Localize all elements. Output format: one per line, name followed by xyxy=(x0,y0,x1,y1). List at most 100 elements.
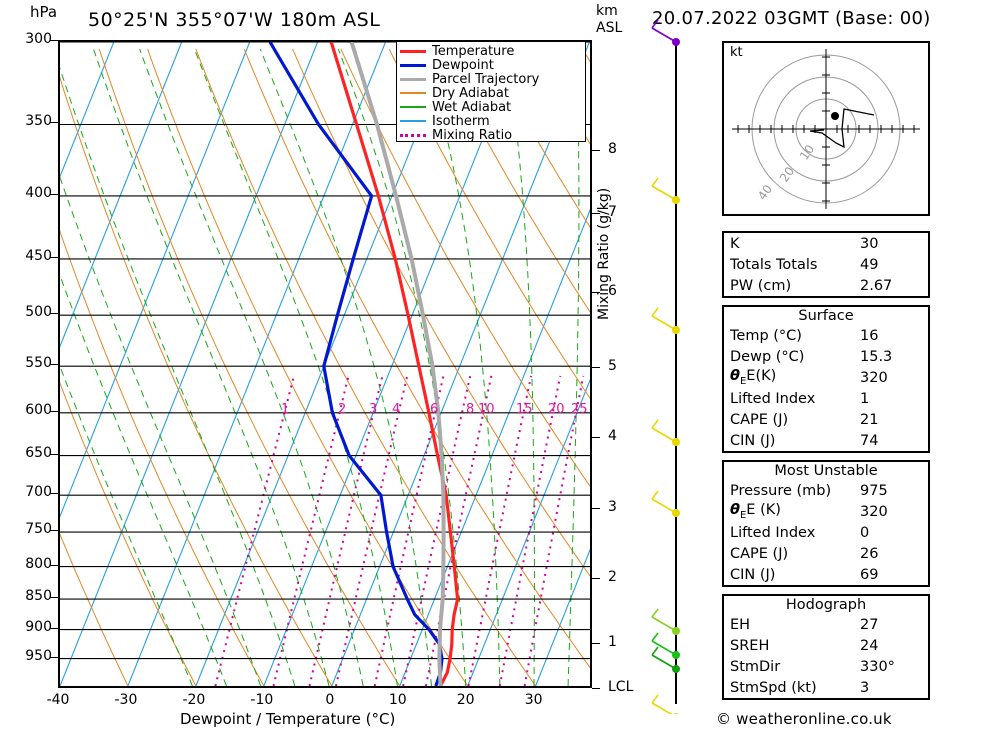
altitude-tick xyxy=(592,213,600,214)
pressure-axis-unit: hPa xyxy=(30,3,58,21)
legend-item: Dewpoint xyxy=(400,58,582,72)
pressure-tick xyxy=(50,656,58,658)
table-row-value: 0 xyxy=(860,524,870,541)
mixing-ratio-label: 10 xyxy=(478,402,495,417)
pressure-tick xyxy=(50,313,58,315)
pressure-tick-label: 750 xyxy=(25,521,52,538)
wind-barb-column xyxy=(651,19,680,714)
pressure-tick-label: 700 xyxy=(25,484,52,501)
pressure-tick xyxy=(50,256,58,258)
legend-label: Mixing Ratio xyxy=(432,127,513,143)
table-row: Lifted Index 0 xyxy=(724,522,928,543)
table-row: K 30 xyxy=(724,233,928,254)
mixing-ratio-label: 3 xyxy=(369,402,378,417)
table-row: StmDir 330° xyxy=(724,656,928,677)
temperature-tick-label: -10 xyxy=(250,692,274,708)
wind-barb xyxy=(651,646,680,673)
mixing-ratio-label: 2 xyxy=(338,402,347,417)
table-row: CIN (J) 69 xyxy=(724,564,928,585)
isobar-lines xyxy=(60,42,590,660)
dry-adiabat-lines xyxy=(60,48,590,686)
pressure-tick-label: 300 xyxy=(25,31,52,47)
legend-item: Isotherm xyxy=(400,114,582,128)
legend-item: Parcel Trajectory xyxy=(400,72,582,86)
table-row-value: 27 xyxy=(860,616,879,633)
mixing-ratio-lines xyxy=(214,375,585,686)
table-row-key: CAPE (J) xyxy=(730,411,789,428)
table-row-value: 30 xyxy=(860,235,879,252)
table-row-value: 74 xyxy=(860,432,879,449)
wind-barb xyxy=(651,608,680,635)
table-row-value: 320 xyxy=(860,503,888,520)
legend-label: Parcel Trajectory xyxy=(432,71,540,87)
table-row-key: StmDir xyxy=(730,658,781,675)
wind-barb xyxy=(651,490,680,517)
pressure-tick-label: 850 xyxy=(25,588,52,605)
pressure-tick xyxy=(50,193,58,195)
altitude-tick-label: 8 xyxy=(608,141,617,157)
skewt-svg xyxy=(60,42,590,686)
legend-swatch xyxy=(400,120,426,122)
hodograph-unit-label: kt xyxy=(730,45,743,60)
table-row: Pressure (mb) 975 xyxy=(724,480,928,501)
pressure-tick xyxy=(50,40,58,41)
table-row-value: 15.3 xyxy=(860,348,893,365)
table-row-key: EH xyxy=(730,616,751,633)
pressure-tick xyxy=(50,364,58,366)
table-row-key: StmSpd (kt) xyxy=(730,679,817,696)
legend-label: Isotherm xyxy=(432,113,490,129)
legend-swatch xyxy=(400,63,426,67)
legend-label: Temperature xyxy=(432,43,515,59)
table-row: Totals Totals 49 xyxy=(724,254,928,275)
altitude-tick-label: 7 xyxy=(608,204,617,220)
most-unstable-table: Most Unstable Pressure (mb) 975 θEE (K) 320 L… xyxy=(722,460,930,587)
altitude-tick-label: 5 xyxy=(608,358,617,374)
table-row-key: CAPE (J) xyxy=(730,545,789,562)
table-row-value: 26 xyxy=(860,545,879,562)
legend-item: Temperature xyxy=(400,44,582,58)
page-title: 50°25'N 355°07'W 180m ASL xyxy=(88,9,381,31)
legend-swatch xyxy=(400,49,426,53)
legend-swatch xyxy=(400,133,426,137)
pressure-tick xyxy=(50,530,58,532)
wind-barb xyxy=(651,177,680,204)
pressure-tick-label: 600 xyxy=(25,401,52,418)
table-heading: Surface xyxy=(798,308,854,324)
altitude-tick-label: 4 xyxy=(608,428,617,444)
hodograph-stats-table: Hodograph EH 27 SREH 24 StmDir 330° StmSpd (kt)… xyxy=(722,594,930,700)
pressure-tick xyxy=(50,453,58,455)
table-row-key: θEE(K) xyxy=(730,368,777,387)
table-row-key: CIN (J) xyxy=(730,566,776,583)
wind-barb xyxy=(651,307,680,334)
altitude-tick-label: LCL xyxy=(608,679,634,695)
table-row-key: K xyxy=(730,235,740,252)
table-row: EH 27 xyxy=(724,614,928,635)
mixing-ratio-label: 8 xyxy=(466,402,475,417)
altitude-tick xyxy=(592,150,600,151)
temperature-tick-label: 0 xyxy=(325,692,335,708)
temperature-tick-label: 30 xyxy=(524,692,543,708)
table-row-value: 1 xyxy=(860,390,870,407)
table-row-key: Lifted Index xyxy=(730,524,816,541)
legend-item: Mixing Ratio xyxy=(400,128,582,142)
table-row-key: θEE (K) xyxy=(730,502,781,521)
mixing-ratio-label: 4 xyxy=(392,402,401,417)
table-row: SREH 24 xyxy=(724,635,928,656)
table-row: CAPE (J) 26 xyxy=(724,543,928,564)
pressure-tick-label: 350 xyxy=(25,113,52,130)
pressure-tick xyxy=(50,597,58,599)
altitude-tick-label: 3 xyxy=(608,499,617,515)
hodograph-ring-label: 20 xyxy=(777,164,797,185)
table-row-value: 320 xyxy=(860,369,888,386)
table-row: PW (cm) 2.67 xyxy=(724,275,928,296)
temperature-tick-label: 20 xyxy=(456,692,475,708)
pressure-tick-label: 400 xyxy=(25,184,52,201)
mixing-ratio-label: 25 xyxy=(571,402,588,417)
profile-curves xyxy=(268,42,460,686)
table-row: Lifted Index 1 xyxy=(724,388,928,409)
altitude-tick xyxy=(592,508,600,509)
x-axis-title: Dewpoint / Temperature (°C) xyxy=(180,710,396,728)
temperature-tick-label: -40 xyxy=(46,692,70,708)
